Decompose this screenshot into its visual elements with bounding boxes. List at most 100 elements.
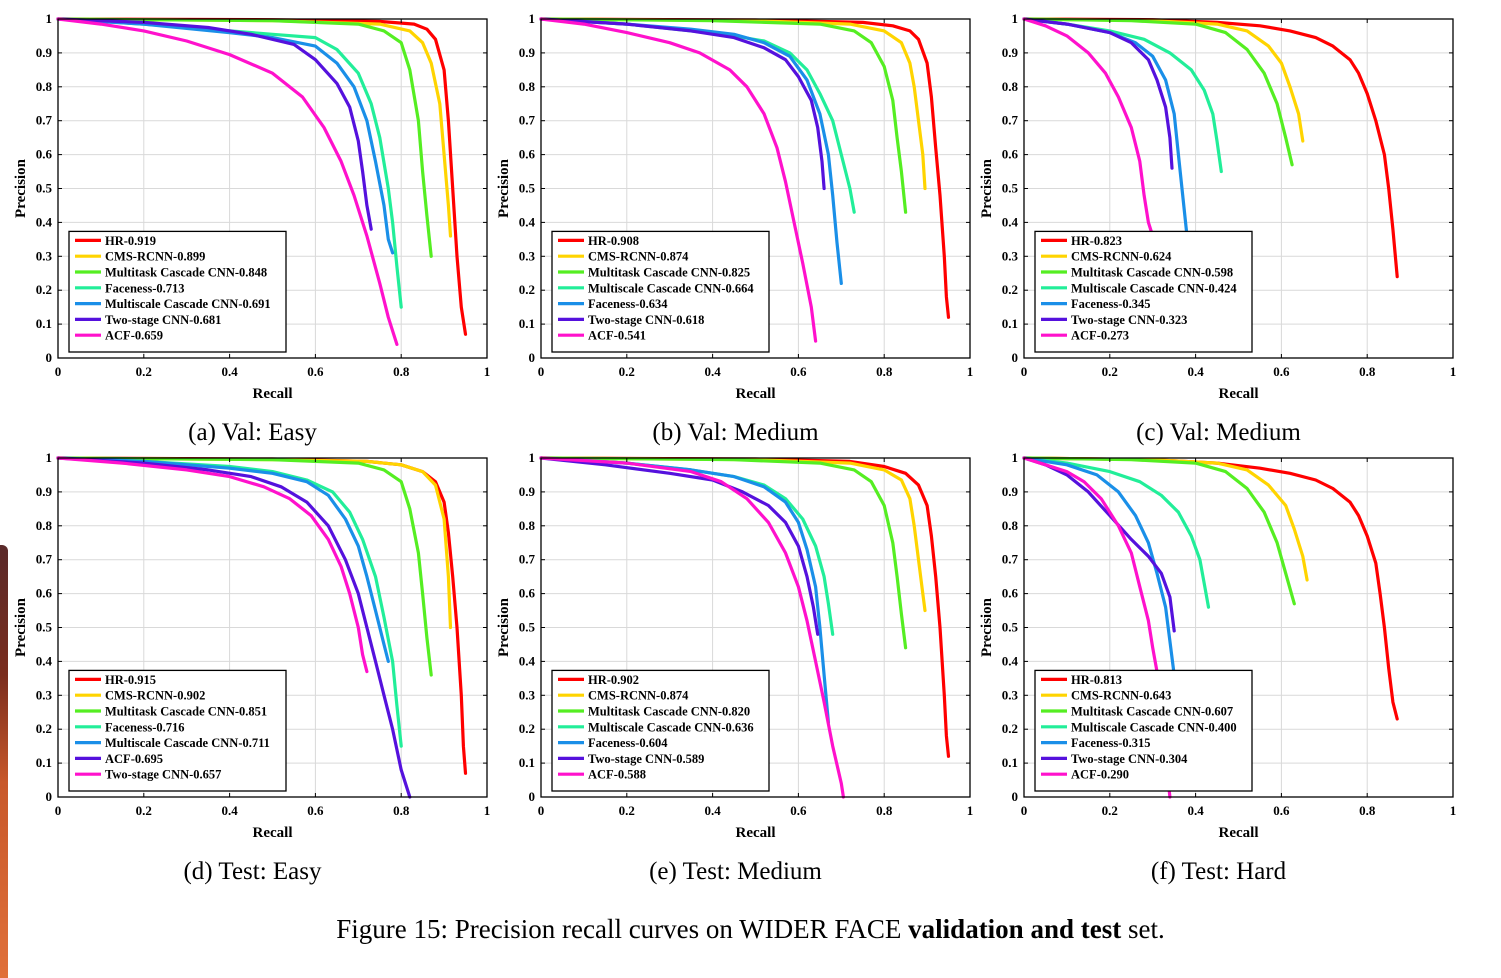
y-tick-label: 0.5 (36, 181, 53, 196)
legend-entry: HR-0.919 (105, 234, 156, 248)
curve-series-7 (539, 456, 845, 799)
curve-series-3 (539, 17, 908, 214)
x-tick-label: 0 (55, 364, 62, 379)
legend-entry: Multiscale Cascade CNN-0.711 (105, 736, 270, 750)
y-tick-label: 1 (46, 11, 53, 26)
legend-entry: ACF-0.290 (1071, 768, 1129, 782)
y-tick-label: 1 (529, 11, 536, 26)
y-tick-label: 0.5 (519, 620, 536, 635)
x-tick-label: 0 (538, 364, 545, 379)
y-tick-label: 0.3 (519, 248, 536, 263)
x-axis-label: Recall (736, 825, 776, 841)
legend: HR-0.823 CMS-RCNN-0.624 Multitask Cascade … (1034, 230, 1253, 353)
y-tick-label: 0.1 (36, 316, 52, 331)
curve-series-3 (1022, 456, 1296, 606)
y-tick-label: 0.9 (519, 45, 536, 60)
y-tick-label: 0.2 (1002, 721, 1018, 736)
legend-entry: Multitask Cascade CNN-0.851 (105, 705, 267, 719)
x-tick-label: 0.2 (619, 364, 635, 379)
curve-series-4 (1022, 456, 1211, 609)
legend-box (68, 230, 287, 353)
legend-entry: ACF-0.541 (588, 329, 646, 343)
legend: HR-0.908 CMS-RCNN-0.874 Multitask Cascade … (551, 230, 770, 353)
y-tick-label: 0 (46, 350, 53, 365)
x-axis-label: Recall (253, 386, 293, 402)
legend-entry: CMS-RCNN-0.874 (588, 689, 689, 703)
y-tick-label: 0.8 (519, 518, 536, 533)
x-tick-label: 0.8 (393, 803, 410, 818)
x-tick-label: 0.6 (307, 803, 324, 818)
y-tick-label: 0.9 (36, 45, 53, 60)
y-tick-label: 0.8 (36, 79, 53, 94)
legend-entry: Faceness-0.716 (105, 720, 185, 734)
y-tick-label: 0.8 (1002, 79, 1019, 94)
curve-series-3 (1022, 17, 1294, 167)
y-tick-label: 0.4 (519, 653, 536, 668)
y-axis-label: Precision (13, 597, 29, 657)
legend: HR-0.902 CMS-RCNN-0.874 Multitask Cascade … (551, 669, 770, 792)
legend-entry: HR-0.915 (105, 673, 156, 687)
x-tick-label: 0.4 (1187, 364, 1204, 379)
y-tick-label: 0.5 (36, 620, 53, 635)
legend-entry: Faceness-0.315 (1071, 736, 1151, 750)
chart-panel-3: 0 0.2 0.4 0.6 0.8 1 0 0.1 0.2 0.3 0.4 0.5 0.6 0.7 0.8 0… (979, 11, 1456, 446)
x-tick-label: 0 (538, 803, 545, 818)
y-tick-label: 0.6 (1002, 586, 1019, 601)
legend-entry: CMS-RCNN-0.902 (105, 689, 205, 703)
curve-series-6 (539, 456, 820, 636)
legend-entry: Multitask Cascade CNN-0.848 (105, 266, 267, 280)
y-tick-label: 0.2 (519, 282, 535, 297)
legend-box (68, 669, 287, 792)
y-tick-label: 0.4 (519, 214, 536, 229)
x-tick-label: 0.6 (790, 364, 807, 379)
x-tick-label: 0 (1021, 364, 1028, 379)
curve-series-7 (56, 17, 399, 346)
subcaption: (f) Test: Hard (1151, 858, 1287, 885)
figure-caption-bold: validation and test (908, 914, 1122, 944)
x-tick-label: 1 (484, 364, 491, 379)
y-tick-label: 0.9 (1002, 45, 1019, 60)
y-tick-label: 0 (529, 350, 536, 365)
y-tick-label: 0.7 (519, 552, 536, 567)
x-tick-label: 0.2 (1102, 803, 1118, 818)
curve-series-7 (1022, 17, 1155, 238)
y-axis-label: Precision (13, 158, 29, 218)
curve-series-4 (56, 456, 403, 748)
x-axis-label: Recall (736, 386, 776, 402)
curve-series-6 (56, 17, 373, 231)
x-tick-label: 0 (1021, 803, 1028, 818)
legend-box (1034, 669, 1253, 792)
curve-series-6 (56, 456, 412, 799)
y-tick-label: 1 (529, 450, 536, 465)
chart-panel-1: 0 0.2 0.4 0.6 0.8 1 0 0.1 0.2 0.3 0.4 0.5 0.6 0.7 0.8 0… (13, 11, 490, 446)
subcaption: (b) Val: Medium (652, 419, 819, 446)
y-tick-label: 0.8 (1002, 518, 1019, 533)
curve-series-5 (56, 17, 395, 255)
x-tick-label: 1 (1450, 364, 1457, 379)
y-tick-label: 0.5 (1002, 620, 1019, 635)
legend-entry: HR-0.902 (588, 673, 639, 687)
legend-entry: Multiscale Cascade CNN-0.664 (588, 281, 754, 295)
x-tick-label: 0.6 (1273, 364, 1290, 379)
curve-series-6 (539, 17, 826, 191)
x-tick-label: 1 (484, 803, 491, 818)
x-tick-label: 0.4 (221, 803, 238, 818)
legend-box (551, 230, 770, 353)
figure-caption-prefix: Figure 15: Precision recall curves on WI… (336, 914, 909, 944)
x-tick-label: 1 (967, 364, 974, 379)
y-tick-label: 0.3 (1002, 248, 1019, 263)
y-axis-label: Precision (496, 158, 512, 218)
y-tick-label: 0.7 (36, 552, 53, 567)
x-tick-label: 0 (55, 803, 62, 818)
legend-entry: HR-0.908 (588, 234, 639, 248)
x-tick-label: 0.8 (1359, 803, 1376, 818)
legend-entry: Two-stage CNN-0.618 (588, 313, 704, 327)
curve-series-1 (539, 17, 951, 319)
subcaption: (e) Test: Medium (649, 858, 822, 885)
figure-caption-suffix: set. (1121, 914, 1165, 944)
y-tick-label: 0.6 (36, 147, 53, 162)
legend-entry: Multitask Cascade CNN-0.820 (588, 705, 750, 719)
legend-entry: Two-stage CNN-0.323 (1071, 313, 1187, 327)
subcaption: (d) Test: Easy (183, 858, 322, 885)
